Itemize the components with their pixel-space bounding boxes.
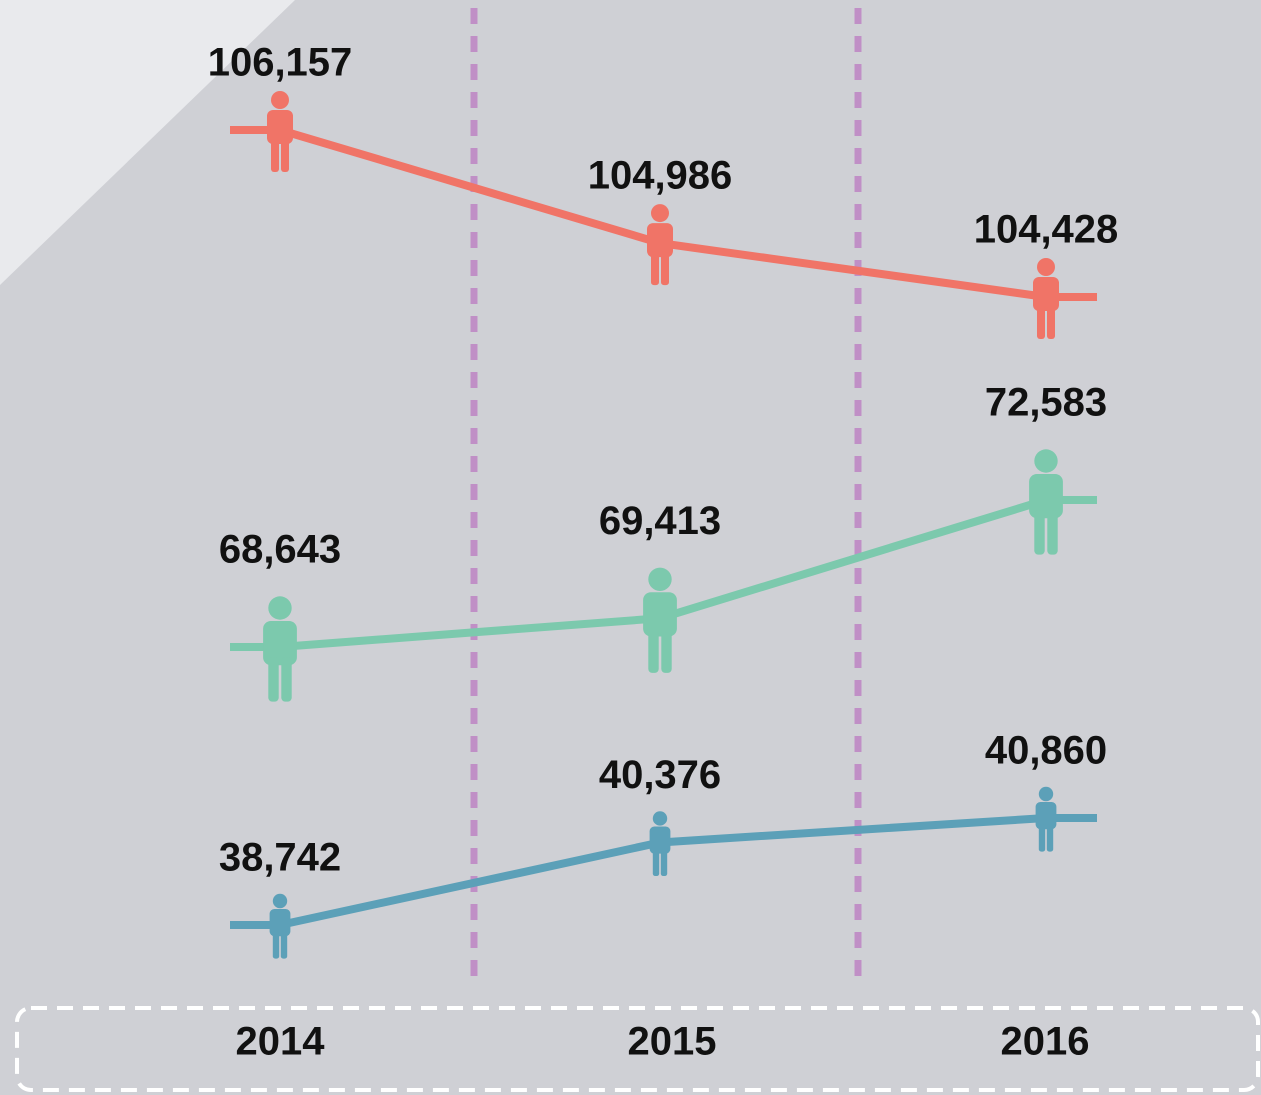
x-tick-label: 2015: [628, 1020, 717, 1064]
icon-leg: [1047, 305, 1055, 339]
icon-leg: [280, 931, 288, 959]
person-icon: [1033, 258, 1059, 339]
icon-leg: [651, 251, 659, 286]
icon-head: [651, 204, 669, 223]
icon-leg: [648, 628, 659, 673]
icon-head: [268, 596, 292, 620]
person-icon: [267, 91, 293, 172]
icon-leg: [661, 628, 672, 673]
icon-body: [1033, 277, 1059, 311]
data-label: 68,643: [219, 528, 341, 572]
data-label: 106,157: [208, 41, 353, 85]
icon-leg: [1037, 305, 1045, 339]
icon-body: [643, 592, 677, 637]
person-icon: [1029, 449, 1063, 555]
person-icon: [1035, 786, 1057, 852]
icon-head: [648, 567, 672, 591]
background-corner: [0, 0, 295, 285]
x-tick-label: 2014: [236, 1020, 326, 1064]
icon-head: [1038, 786, 1054, 802]
icon-leg: [652, 848, 660, 877]
data-label: 69,413: [599, 499, 721, 543]
data-label: 104,986: [588, 154, 733, 198]
data-label: 40,376: [599, 753, 721, 797]
data-label: 38,742: [219, 836, 341, 880]
icon-leg: [281, 657, 292, 702]
icon-head: [652, 811, 668, 826]
icon-body: [267, 110, 293, 144]
icon-head: [1034, 449, 1058, 473]
icon-leg: [272, 931, 280, 959]
icon-leg: [660, 848, 668, 877]
person-icon: [269, 893, 291, 959]
icon-body: [649, 826, 671, 854]
person-icon: [647, 204, 673, 286]
icon-head: [1037, 258, 1055, 276]
icon-body: [269, 909, 291, 937]
icon-head: [271, 91, 289, 109]
icon-leg: [271, 138, 279, 172]
icon-body: [647, 223, 673, 258]
data-label: 72,583: [985, 381, 1107, 425]
icon-body: [1029, 474, 1063, 519]
icon-head: [272, 893, 288, 909]
category-box: [15, 1006, 1260, 1092]
icon-leg: [1034, 510, 1045, 555]
icon-leg: [1047, 510, 1058, 555]
icon-leg: [661, 251, 669, 286]
icon-body: [263, 621, 297, 666]
data-label: 104,428: [974, 208, 1119, 252]
icon-leg: [268, 657, 279, 702]
person-icon: [649, 811, 671, 877]
person-icon: [643, 567, 677, 673]
icon-leg: [1046, 824, 1054, 852]
icon-leg: [1038, 824, 1046, 852]
icon-leg: [281, 138, 289, 172]
data-label: 40,860: [985, 729, 1107, 773]
person-icon: [263, 596, 297, 702]
icon-body: [1035, 802, 1057, 830]
x-tick-label: 2016: [1001, 1020, 1090, 1064]
